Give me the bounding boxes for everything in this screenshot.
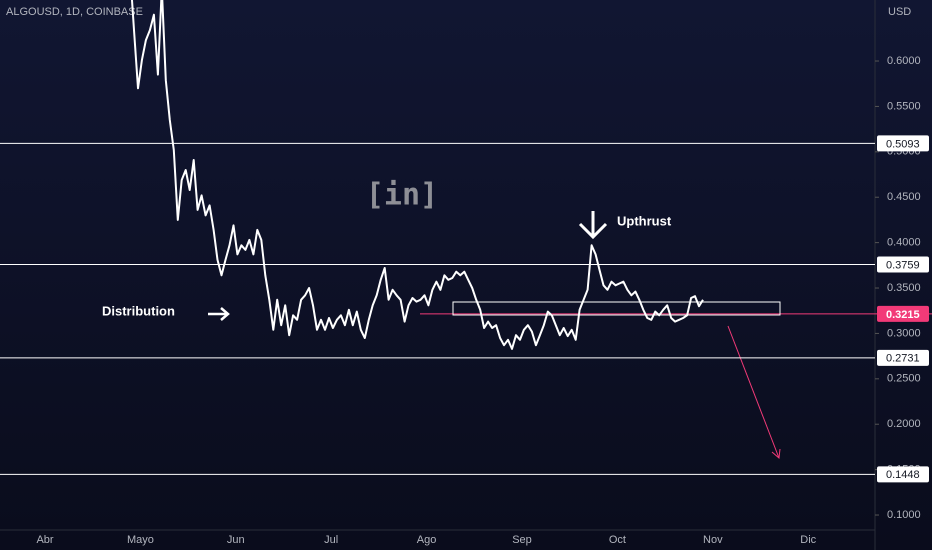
x-tick-label: Dic <box>800 534 816 546</box>
level-label: 0.5093 <box>886 138 920 150</box>
y-tick-label: 0.3500 <box>887 282 921 294</box>
y-tick-label: 0.4000 <box>887 237 921 249</box>
y-tick-label: 0.5500 <box>887 100 921 112</box>
plot-area <box>130 0 875 350</box>
annotation: Upthrust <box>617 213 672 228</box>
currency: USD <box>888 6 911 18</box>
support-label-box <box>877 305 929 322</box>
price-line <box>130 0 704 350</box>
y-tick-label: 0.4500 <box>887 191 921 203</box>
level-label-box <box>877 466 929 483</box>
y-tick-label: 0.1000 <box>887 509 921 521</box>
y-tick-label: 0.2000 <box>887 418 921 430</box>
y-tick-label: 0.3000 <box>887 327 921 339</box>
x-tick-label: Oct <box>609 534 626 546</box>
x-tick-label: Ago <box>417 534 437 546</box>
logo: [in] <box>366 178 438 213</box>
support-label: 0.3215 <box>886 309 920 321</box>
x-tick-label: Abr <box>36 534 53 546</box>
y-tick-label: 0.6000 <box>887 55 921 67</box>
chart-title: ALGOUSD, 1D, COINBASE <box>6 6 143 18</box>
level-label-box <box>877 256 929 273</box>
level-label: 0.3759 <box>886 259 920 271</box>
annotation: Distribution <box>102 303 175 318</box>
x-tick-label: Nov <box>703 534 723 546</box>
level-label: 0.2731 <box>886 353 920 365</box>
level-label: 0.1448 <box>886 469 920 481</box>
x-tick-label: Jul <box>324 534 338 546</box>
upthrust-arrow <box>578 211 608 240</box>
x-tick-label: Sep <box>512 534 532 546</box>
distribution-arrow <box>208 307 230 321</box>
projection-arrow <box>727 325 781 459</box>
x-tick-label: Jun <box>227 534 245 546</box>
x-tick-label: Mayo <box>127 534 154 546</box>
y-tick-label: 0.2500 <box>887 373 921 385</box>
level-label-box <box>877 349 929 366</box>
range-zone <box>452 301 781 316</box>
level-label-box <box>877 135 929 152</box>
